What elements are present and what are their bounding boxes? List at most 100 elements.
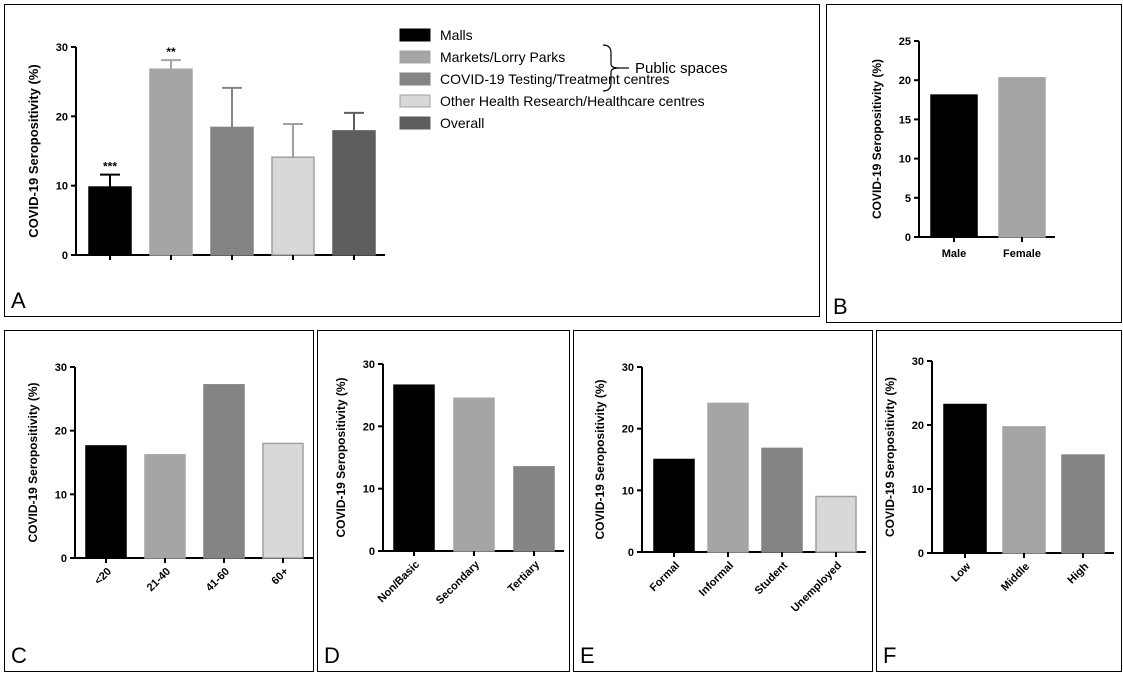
legend-label: Malls <box>440 27 473 43</box>
y-tick-label: 25 <box>899 36 911 48</box>
x-tick-label: Student <box>753 559 791 597</box>
bar <box>85 445 127 559</box>
chart-d: 0 10 20 30 COVID-19 Seropositivity (%) Non/Ba… <box>334 359 564 607</box>
x-tick-label: <20 <box>92 566 114 588</box>
y-tick-label: 10 <box>622 485 634 497</box>
bar <box>88 186 132 256</box>
x-tick-label: Female <box>1003 248 1041 260</box>
bar <box>210 126 254 256</box>
bar <box>815 495 857 553</box>
y-tick-label: 0 <box>918 548 924 560</box>
legend-swatch <box>399 28 431 42</box>
panel-label-c: C <box>11 643 27 668</box>
panel-c: 0 10 20 30 COVID-19 Seropositivity (%) <20 21-… <box>4 330 314 672</box>
x-tick-label: High <box>1065 560 1091 586</box>
bar <box>943 403 987 554</box>
panel-d: 0 10 20 30 COVID-19 Seropositivity (%) Non/Ba… <box>317 330 570 672</box>
legend-label: COVID-19 Testing/Treatment centres <box>440 71 670 87</box>
x-tick-label: 21-40 <box>145 566 173 594</box>
bar <box>1061 454 1105 554</box>
panel-label-f: F <box>883 643 897 668</box>
x-tick-label: Low <box>949 560 973 584</box>
x-tick-label: Secondary <box>434 558 483 607</box>
bar <box>930 94 978 238</box>
bar <box>332 130 376 256</box>
panel-label-e: E <box>580 643 595 668</box>
y-tick-label: 30 <box>912 356 924 368</box>
y-tick-label: 10 <box>56 181 68 193</box>
y-tick-label: 0 <box>628 547 634 559</box>
legend-label: Overall <box>440 115 484 131</box>
bar <box>1002 426 1046 554</box>
panel-label-b: B <box>833 294 848 319</box>
x-tick-label: Formal <box>648 560 682 594</box>
y-axis-label: COVID-19 Seropositivity (%) <box>593 379 607 539</box>
legend-label: Markets/Lorry Parks <box>440 49 565 65</box>
y-tick-label: 15 <box>899 114 911 126</box>
bar <box>262 442 304 559</box>
chart-b: 0 5 10 15 20 25 COVID-19 Seropositivity (%) Mal… <box>870 36 1055 260</box>
x-tick-label: Non/Basic <box>376 559 423 606</box>
x-tick-label: Middle <box>999 561 1032 594</box>
bar <box>761 447 803 553</box>
panel-label-d: D <box>324 643 340 668</box>
y-axis-label: COVID-19 Seropositivity (%) <box>334 377 348 537</box>
y-tick-label: 10 <box>55 489 67 501</box>
panel-e: 0 10 20 30 COVID-19 Seropositivity (%) Formal… <box>573 330 873 672</box>
x-tick-label: Male <box>942 248 966 260</box>
significance-label: ** <box>166 45 176 59</box>
x-tick-label: Informal <box>697 560 736 599</box>
y-tick-label: 0 <box>62 250 68 262</box>
bar <box>393 384 435 552</box>
bar <box>144 454 186 559</box>
y-tick-label: 20 <box>622 424 634 436</box>
bar <box>998 77 1046 238</box>
y-axis-label: COVID-19 Seropositivity (%) <box>26 64 41 237</box>
y-tick-label: 30 <box>56 42 68 54</box>
x-tick-label: 41-60 <box>204 566 232 594</box>
bar <box>653 458 695 553</box>
x-tick-label: Tertiary <box>506 558 543 595</box>
legend-group-label: Public spaces <box>635 60 728 77</box>
y-axis-label: COVID-19 Seropositivity (%) <box>26 382 40 542</box>
y-tick-label: 10 <box>899 154 911 166</box>
y-tick-label: 5 <box>905 193 911 205</box>
bar <box>271 156 315 256</box>
legend-label: Other Health Research/Healthcare centres <box>440 93 705 109</box>
y-tick-label: 20 <box>912 420 924 432</box>
y-tick-label: 20 <box>899 75 911 87</box>
bar <box>149 68 193 256</box>
y-tick-label: 30 <box>55 362 67 374</box>
panel-label-a: A <box>11 288 26 313</box>
y-tick-label: 0 <box>369 546 375 558</box>
panel-f: 0 10 20 30 COVID-19 Seropositivity (%) Low Mid… <box>876 330 1122 672</box>
significance-label: *** <box>103 160 117 174</box>
legend-swatch <box>399 50 431 64</box>
bar <box>707 402 749 553</box>
x-tick-label: 60+ <box>269 566 291 588</box>
chart-c: 0 10 20 30 COVID-19 Seropositivity (%) <20 21-… <box>26 362 313 594</box>
y-tick-label: 0 <box>61 553 67 565</box>
panel-b: 0 5 10 15 20 25 COVID-19 Seropositivity (%) Mal… <box>826 4 1122 323</box>
chart-e: 0 10 20 30 COVID-19 Seropositivity (%) Formal… <box>593 362 866 615</box>
panel-a: 0 10 20 30 COVID-19 Seropositivity (%) *** ** M… <box>4 4 820 317</box>
legend-swatch <box>399 72 431 86</box>
chart-f: 0 10 20 30 COVID-19 Seropositivity (%) Low Mid… <box>883 356 1114 594</box>
y-tick-label: 0 <box>905 232 911 244</box>
y-tick-label: 20 <box>56 111 68 123</box>
y-tick-label: 20 <box>363 421 375 433</box>
y-tick-label: 10 <box>363 484 375 496</box>
legend-swatch <box>399 116 431 130</box>
y-tick-label: 20 <box>55 426 67 438</box>
y-tick-label: 30 <box>622 362 634 374</box>
legend-swatch <box>399 94 431 108</box>
y-tick-label: 10 <box>912 484 924 496</box>
bar <box>453 397 495 552</box>
bar <box>203 384 245 559</box>
y-axis-label: COVID-19 Seropositivity (%) <box>883 377 897 537</box>
bar <box>513 466 555 552</box>
y-tick-label: 30 <box>363 359 375 371</box>
x-tick-label: Unemployed <box>789 560 844 615</box>
y-axis-label: COVID-19 Seropositivity (%) <box>870 59 884 219</box>
